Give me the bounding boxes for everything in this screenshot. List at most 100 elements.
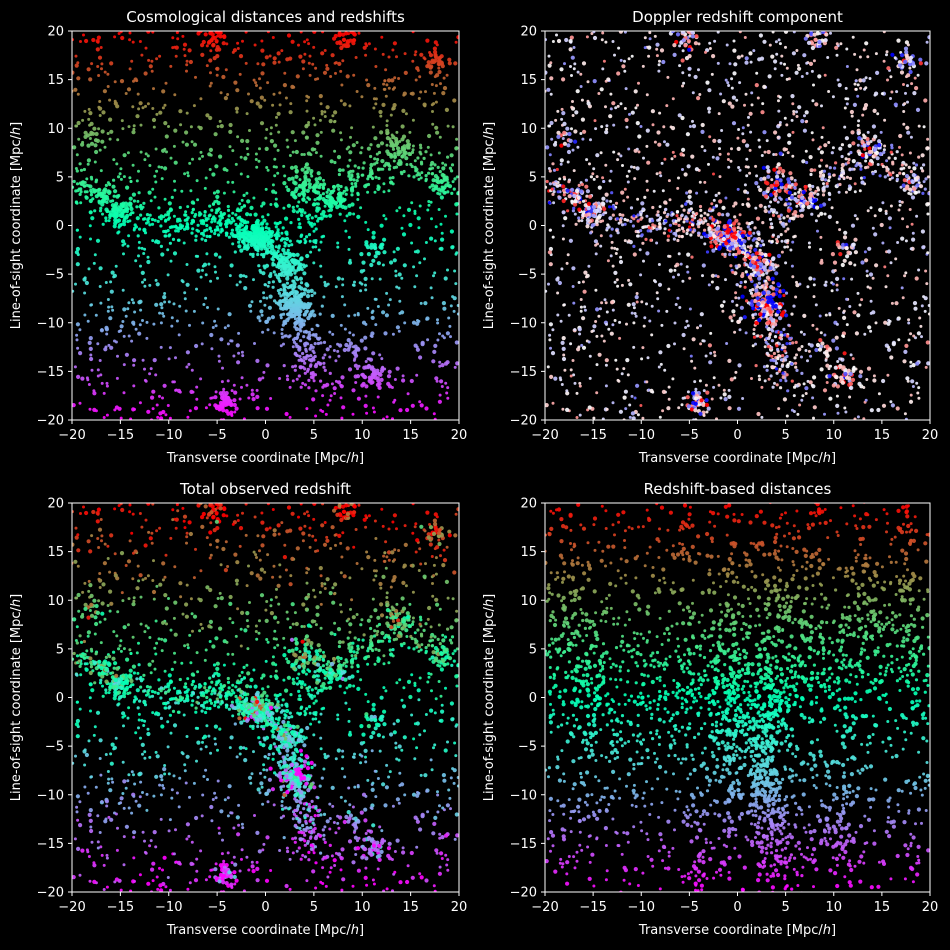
point-1021 xyxy=(565,389,569,393)
point-1086 xyxy=(163,103,167,107)
point-1683 xyxy=(673,231,678,235)
point-229 xyxy=(192,309,196,313)
point-726 xyxy=(90,62,94,66)
point-5 xyxy=(173,179,176,183)
point-1435 xyxy=(619,102,623,106)
point-1008 xyxy=(838,228,842,232)
point-2990 xyxy=(209,38,214,43)
point-793 xyxy=(874,321,878,325)
point-2271 xyxy=(388,176,392,180)
point-1461 xyxy=(630,311,634,315)
point-2424 xyxy=(229,231,234,236)
point-1408 xyxy=(178,304,182,308)
point-820 xyxy=(120,35,125,41)
point-535 xyxy=(623,31,627,34)
point-480 xyxy=(401,374,405,378)
point-837 xyxy=(208,84,212,88)
point-982 xyxy=(227,312,232,317)
point-591 xyxy=(623,59,626,63)
point-617 xyxy=(578,413,582,417)
point-1012 xyxy=(443,276,448,281)
point-648 xyxy=(808,380,813,385)
point-1663 xyxy=(194,234,198,238)
point-2015 xyxy=(273,299,277,303)
point-218 xyxy=(548,333,552,337)
point-942 xyxy=(252,78,256,82)
point-1820 xyxy=(708,207,712,211)
point-1075 xyxy=(844,136,850,141)
point-863 xyxy=(284,411,289,417)
point-2292 xyxy=(387,163,391,167)
point-782 xyxy=(812,375,817,380)
point-188 xyxy=(228,274,232,278)
point-1351 xyxy=(185,350,190,355)
point-1457 xyxy=(384,217,388,221)
point-769 xyxy=(548,246,554,252)
point-1552 xyxy=(580,182,585,187)
point-1306 xyxy=(576,145,580,149)
point-1994 xyxy=(272,270,276,274)
point-2179 xyxy=(312,222,316,226)
point-605 xyxy=(391,106,396,111)
point-2859 xyxy=(371,371,377,377)
point-2728 xyxy=(309,169,314,174)
point-676 xyxy=(260,71,265,76)
point-989 xyxy=(86,158,91,163)
point-917 xyxy=(778,42,782,46)
point-1609 xyxy=(605,199,609,203)
point-821 xyxy=(693,380,697,384)
point-2323 xyxy=(446,155,450,159)
point-3057 xyxy=(437,55,442,60)
point-965 xyxy=(120,119,124,123)
point-140 xyxy=(413,209,417,213)
point-588 xyxy=(792,410,796,413)
point-967 xyxy=(199,150,203,154)
point-96 xyxy=(401,108,406,113)
point-2587 xyxy=(278,299,283,304)
point-2930 xyxy=(391,135,396,140)
point-263 xyxy=(749,60,753,64)
point-477 xyxy=(332,386,337,391)
point-739 xyxy=(551,328,555,332)
point-3011 xyxy=(352,38,357,43)
point-1074 xyxy=(155,112,159,116)
point-2198 xyxy=(321,234,326,238)
point-2688 xyxy=(300,167,305,172)
point-2117 xyxy=(309,343,313,348)
point-1761 xyxy=(691,218,695,222)
point-23 xyxy=(690,154,695,159)
point-920 xyxy=(207,262,211,266)
point-92 xyxy=(746,123,750,127)
point-42 xyxy=(139,123,143,127)
point-792 xyxy=(155,403,159,407)
point-91 xyxy=(673,342,676,346)
point-1229 xyxy=(174,54,178,58)
point-237 xyxy=(718,175,722,179)
point-1458 xyxy=(333,120,336,124)
point-1366 xyxy=(187,362,191,366)
point-3091 xyxy=(342,347,347,353)
point-302 xyxy=(236,47,240,50)
point-121 xyxy=(700,122,705,128)
point-3094 xyxy=(363,346,368,351)
point-313 xyxy=(347,211,352,216)
point-5 xyxy=(645,179,649,183)
point-1455 xyxy=(179,123,183,127)
point-1475 xyxy=(812,83,815,87)
point-613 xyxy=(223,96,228,101)
point-872 xyxy=(418,355,423,360)
point-692 xyxy=(243,156,248,161)
point-1262 xyxy=(446,124,450,128)
point-1469 xyxy=(429,163,433,167)
point-2493 xyxy=(252,241,257,246)
point-21 xyxy=(724,196,728,200)
point-2121 xyxy=(299,329,303,333)
point-926 xyxy=(848,261,853,266)
point-455 xyxy=(570,55,575,60)
point-423 xyxy=(418,75,422,79)
point-201 xyxy=(616,284,620,288)
point-1225 xyxy=(152,358,157,363)
point-1626 xyxy=(614,201,619,205)
point-678 xyxy=(239,155,243,159)
point-3109 xyxy=(431,178,436,183)
